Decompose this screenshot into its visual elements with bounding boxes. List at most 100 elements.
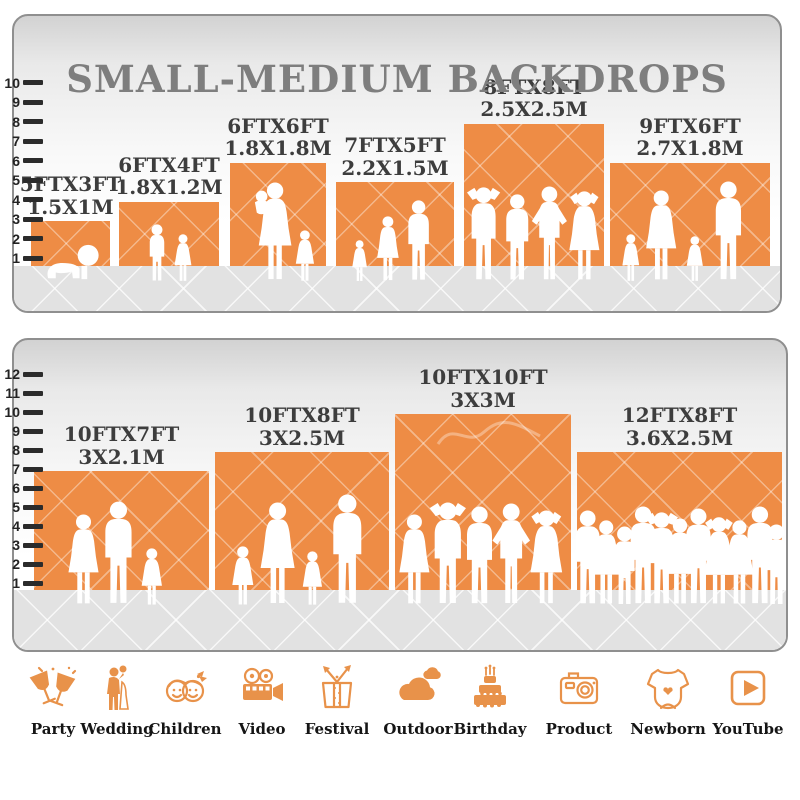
bar-size-ft: 10FTX7FT bbox=[63, 422, 180, 447]
bar-size-ft: 10FTX10FT bbox=[418, 365, 548, 390]
people-silhouette bbox=[67, 501, 162, 605]
y-axis-tick: 1 bbox=[0, 574, 43, 592]
category-label: Product bbox=[545, 720, 613, 738]
tick-label: 8 bbox=[12, 442, 20, 458]
people-silhouette bbox=[575, 506, 786, 604]
category-label: Party bbox=[30, 720, 76, 738]
y-axis-tick: 9 bbox=[0, 93, 43, 111]
y-axis-tick: 10 bbox=[0, 403, 43, 421]
birthday-cake-icon bbox=[466, 664, 514, 712]
bar-size-ft: 5FTX3FT bbox=[19, 172, 122, 197]
tick-label: 8 bbox=[12, 113, 20, 130]
y-axis-tick: 3 bbox=[0, 210, 43, 228]
bar-size-m: 2.5X2.5M bbox=[480, 97, 588, 122]
backdrop-bar-10ftx8ft: 10FTX8FT 3X2.5M bbox=[215, 404, 389, 605]
tick-dash bbox=[23, 523, 43, 529]
category-item-wedding: Wedding bbox=[79, 664, 155, 738]
bar-size-label: 10FTX10FT 3X3M bbox=[418, 366, 547, 411]
y-axis-tick: 4 bbox=[0, 191, 43, 209]
bar-size-m: 2.7X1.8M bbox=[636, 136, 744, 161]
tick-dash bbox=[23, 542, 43, 548]
tick-dash bbox=[23, 216, 43, 222]
youtube-play-icon bbox=[724, 664, 772, 712]
gift-box-icon bbox=[313, 664, 361, 712]
tick-dash bbox=[23, 80, 43, 85]
category-label: Festival bbox=[304, 720, 370, 738]
y-axis-tick: 4 bbox=[0, 517, 43, 535]
tick-dash bbox=[23, 197, 43, 202]
y-axis-tick: 6 bbox=[0, 152, 43, 170]
bar-size-ft: 10FTX8FT bbox=[244, 403, 360, 428]
tick-dash bbox=[23, 580, 43, 586]
panel-large: 10FTX7FT 3X2.1M 10FTX8FT 3X2.5M 10FTX10FT 3X3… bbox=[12, 338, 788, 652]
children-faces-icon bbox=[161, 664, 209, 712]
bar-size-label: 7FTX5FT 2.2X1.5M bbox=[341, 134, 448, 179]
bar-size-ft: 6FTX4FT bbox=[118, 152, 220, 177]
tick-label: 6 bbox=[12, 152, 20, 169]
bar-size-label: 6FTX6FT 1.8X1.8M bbox=[224, 113, 331, 159]
y-axis-tick: 12 bbox=[0, 365, 43, 383]
tick-label: 1 bbox=[12, 575, 20, 591]
tick-dash bbox=[23, 466, 43, 472]
bar-size-m: 3.6X2.5M bbox=[625, 425, 734, 450]
bar-size-m: 2.2X1.5M bbox=[341, 155, 449, 180]
y-axis-tick: 11 bbox=[0, 384, 43, 402]
people-silhouette bbox=[466, 186, 600, 280]
people-silhouette bbox=[254, 182, 314, 281]
wedding-couple-icon bbox=[93, 664, 141, 712]
category-label: Children bbox=[148, 720, 222, 738]
bar-size-m: 3X3M bbox=[450, 387, 516, 412]
y-axis-tick: 8 bbox=[0, 113, 43, 131]
category-item-outdoor: Outdoor bbox=[380, 664, 456, 738]
tick-dash bbox=[23, 428, 43, 434]
backdrop-bar-6ftx4ft: 6FTX4FT 1.8X1.2M bbox=[115, 153, 223, 281]
category-item-youtube: YouTube bbox=[710, 664, 786, 738]
bar-size-m: 1.8X1.2M bbox=[115, 175, 223, 200]
category-label: Wedding bbox=[80, 720, 154, 738]
y-axis-tick: 2 bbox=[0, 555, 43, 573]
tick-label: 2 bbox=[12, 556, 20, 572]
bar-size-ft: 12FTX8FT bbox=[621, 403, 738, 428]
tick-dash bbox=[23, 485, 43, 491]
panel-small-medium: SMALL-MEDIUM BACKDROPS 5FTX3FT 1.5X1M 6FTX… bbox=[12, 14, 782, 313]
category-item-festival: Festival bbox=[299, 664, 375, 738]
y-axis-tick: 10 bbox=[0, 74, 43, 92]
bar-size-label: 6FTX4FT 1.8X1.2M bbox=[115, 152, 223, 200]
tick-label: 10 bbox=[4, 404, 20, 420]
bar-size-m: 1.5X1M bbox=[27, 194, 114, 219]
bar-size-label: 8FTX8FT 2.5X2.5M bbox=[480, 75, 588, 122]
backdrop-bar-5ftx3ft: 5FTX3FT 1.5X1M bbox=[20, 173, 121, 280]
people-silhouette bbox=[352, 200, 429, 281]
white-script-watermark bbox=[436, 420, 541, 445]
backdrop-bar-6ftx6ft: 6FTX6FT 1.8X1.8M bbox=[224, 114, 332, 281]
backdrop-bar-9ftx6ft: 9FTX6FT 2.7X1.8M bbox=[610, 114, 770, 281]
tick-dash bbox=[23, 158, 43, 163]
tick-label: 1 bbox=[12, 250, 20, 266]
backdrop-bar-7ftx5ft: 7FTX5FT 2.2X1.5M bbox=[336, 134, 454, 281]
y-axis-tick: 1 bbox=[0, 249, 43, 267]
tick-label: 4 bbox=[12, 191, 20, 208]
tick-label: 5 bbox=[12, 172, 20, 188]
tick-label: 3 bbox=[12, 211, 20, 227]
category-item-product: Product bbox=[541, 664, 617, 738]
y-axis-tick: 5 bbox=[0, 171, 43, 189]
bar-size-label: 10FTX7FT 3X2.1M bbox=[64, 423, 179, 468]
bar-size-label: 10FTX8FT 3X2.5M bbox=[244, 404, 359, 449]
cloud-icon bbox=[394, 664, 442, 712]
y-axis-tick: 6 bbox=[0, 479, 43, 497]
tick-dash bbox=[23, 255, 43, 261]
bar-size-label: 5FTX3FT 1.5X1M bbox=[20, 173, 122, 218]
bar-size-ft: 6FTX6FT bbox=[227, 113, 329, 138]
tick-dash bbox=[23, 390, 43, 396]
tick-label: 7 bbox=[12, 461, 20, 477]
bar-size-m: 3X2.5M bbox=[258, 425, 346, 450]
tick-label: 9 bbox=[12, 94, 20, 110]
people-silhouette bbox=[622, 181, 742, 281]
backdrop-bar-10ftx10ft: 10FTX10FT 3X3M bbox=[395, 366, 571, 604]
y-axis-tick: 5 bbox=[0, 498, 43, 516]
y-axis-tick: 7 bbox=[0, 132, 43, 150]
tick-dash bbox=[23, 561, 43, 567]
bar-size-label: 12FTX8FT 3.6X2.5M bbox=[622, 404, 737, 449]
page-title: SMALL-MEDIUM BACKDROPS bbox=[66, 56, 728, 101]
category-label: Birthday bbox=[453, 720, 527, 738]
